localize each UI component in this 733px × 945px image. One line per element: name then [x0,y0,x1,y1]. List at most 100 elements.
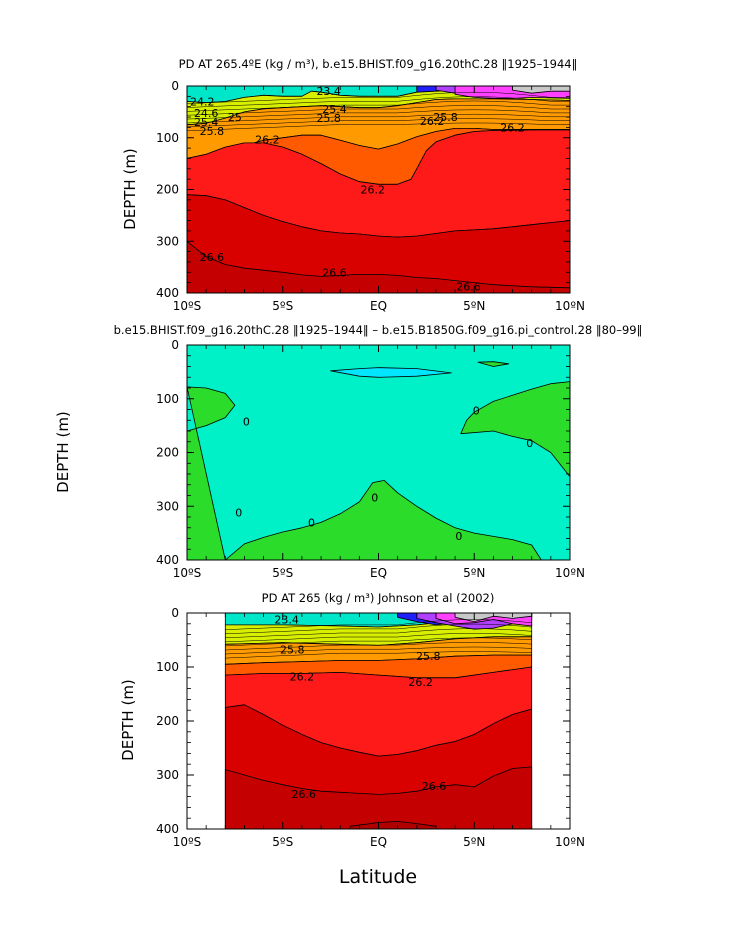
x-tick-label: 10ºS [173,835,202,849]
y-axis-label: DEPTH (m) [119,679,137,761]
contour-label: 24.6 [194,107,219,120]
contour-line [187,96,570,108]
contour-label: 0 [235,507,242,520]
contour-line [225,637,532,647]
panel-bottom: 23.4 25.8 26.2 26.2 25.8 26.6 26.6 10ºS 5ºS EQ 5ºN… [119,591,585,849]
panel-top: 23.424.224.6 2525.425.825.425.826.226.225… [121,57,585,313]
panel-title: PD AT 265 (kg / m³) Johnson et al (2002) [262,591,495,605]
contour-label: 25.8 [200,125,225,138]
y-tick-label: 100 [156,660,179,674]
contour-line [225,623,532,635]
contour-band-7 [187,240,570,293]
contour-band-11 [512,86,570,94]
y-tick-label: 300 [156,234,179,248]
contour-label: 26.2 [500,121,525,134]
contour-label: 25.8 [433,111,458,124]
contour-line [225,642,532,651]
contour-label: 25.4 [322,103,347,116]
contour-field: 23.424.224.6 2525.425.825.425.826.226.225… [187,85,570,293]
y-tick-label: 0 [171,606,179,620]
contour-label: 26.6 [322,266,347,279]
contour-line [187,113,570,124]
contour-line [187,100,570,112]
contour-line [187,109,570,120]
contour-label: 25.4 [194,116,219,129]
contour-band-7 [349,821,437,829]
contour-line [225,651,532,659]
contour-line [187,105,570,116]
y-tick-label: 200 [156,714,179,728]
contour-label: 26.6 [200,251,225,264]
x-tick-label: 10ºN [555,299,585,313]
contour-line [187,91,570,104]
contour-label: 25.8 [416,650,441,663]
x-tick-label: 5ºN [463,835,485,849]
x-tick-label: 5ºS [272,566,293,580]
contour-band-0 [187,345,570,560]
y-tick-label: 100 [156,392,179,406]
x-tick-label: 10ºS [173,566,202,580]
contour-field: 0 0 0 0 0 0 0 [187,345,570,560]
y-tick-label: 0 [171,79,179,93]
x-tick-label: 10ºN [555,566,585,580]
contour-label: 26.2 [290,671,315,684]
panel-title: b.e15.BHIST.f09_g16.20thC.28 ‖1925–1944‖… [114,323,643,337]
contour-band-6 [187,194,570,293]
contour-line [187,122,570,132]
panel-middle: 0 0 0 0 0 0 0 10ºS 5ºS EQ 5ºN 10ºN 0 100 200 300 400 b.e1… [54,323,642,580]
x-tick-label: 10ºS [173,299,202,313]
y-tick-label: 400 [156,553,179,567]
y-tick-label: 300 [156,768,179,782]
y-tick-label: 400 [156,822,179,836]
contour-label: 0 [371,492,378,505]
x-tick-label: 5ºN [463,566,485,580]
contour-band-4 [477,361,510,367]
y-axis-label: DEPTH (m) [121,148,139,230]
contour-line [225,633,532,643]
contour-label: 24.2 [190,96,215,109]
contour-label: 26.6 [292,788,317,801]
contour-label: 0 [455,530,462,543]
contour-label: 25.8 [280,644,305,657]
contour-line [225,628,532,639]
x-tick-label: 10ºN [555,835,585,849]
contour-line [225,619,532,630]
x-tick-label: 5ºS [272,299,293,313]
x-tick-label: EQ [370,835,387,849]
y-tick-label: 200 [156,446,179,460]
contour-line [225,646,532,655]
contour-label: 0 [243,415,250,428]
contour-label: 0 [308,516,315,529]
x-tick-label: 5ºN [463,299,485,313]
contour-label: 26.2 [408,676,433,689]
contour-label: 26.2 [255,133,280,146]
y-axis-label: DEPTH (m) [54,411,72,493]
y-tick-label: 100 [156,131,179,145]
contour-band-2 [224,479,542,560]
contour-field: 23.4 25.8 26.2 26.2 25.8 26.6 26.6 [187,613,570,829]
contour-label: 26.2 [361,184,386,197]
panel-title: PD AT 265.4ºE (kg / m³), b.e15.BHIST.f09… [179,57,578,71]
contour-band-1 [187,386,236,560]
contour-label: 26.6 [456,280,481,293]
x-tick-label: EQ [370,299,387,313]
x-axis-label: Latitude [339,866,417,888]
x-tick-label: 5ºS [272,835,293,849]
y-tick-label: 200 [156,183,179,197]
contour-label: 0 [473,405,480,418]
contour-label: 23.4 [274,614,299,627]
contour-label: 26.6 [422,780,447,793]
contour-band-3 [460,381,570,478]
x-tick-label: EQ [370,566,387,580]
contour-label: 23.4 [316,85,341,98]
contour-label: 26.2 [420,115,445,128]
contour-band-5 [330,367,452,378]
contour-band-6 [224,766,533,829]
contour-line [187,118,570,128]
contour-label: 25.8 [316,112,341,125]
contour-label: 0 [526,437,533,450]
y-tick-label: 300 [156,499,179,513]
y-tick-label: 400 [156,286,179,300]
y-tick-label: 0 [171,338,179,352]
